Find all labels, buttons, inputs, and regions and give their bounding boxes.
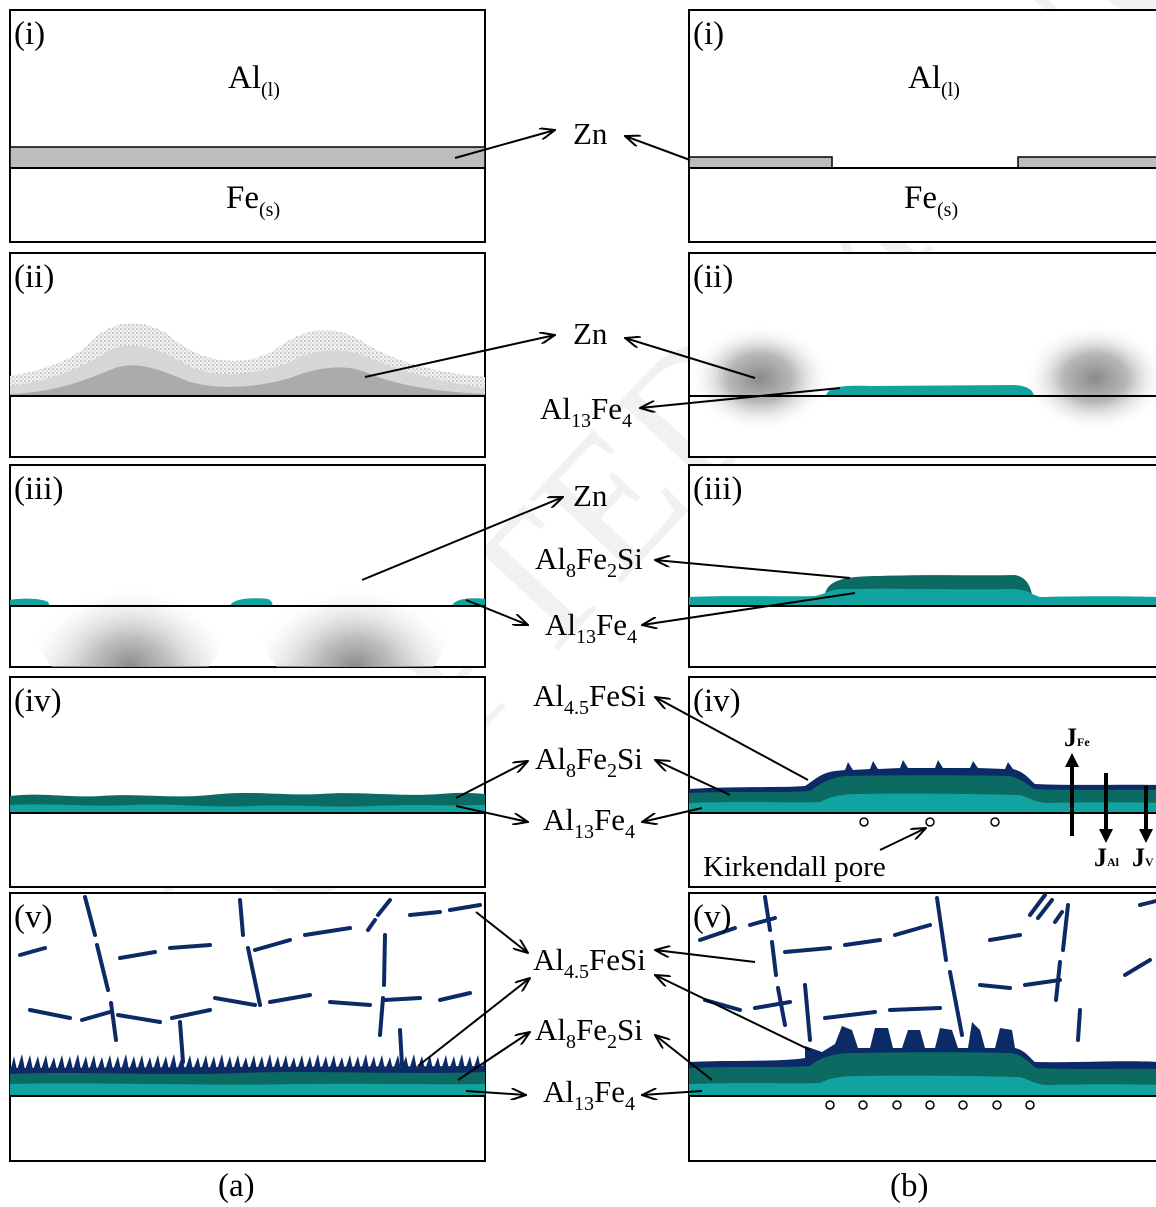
liquid-al-label: Al(l) bbox=[908, 60, 960, 101]
al13fe4-layer bbox=[689, 793, 1156, 813]
al8fe2si-label: Al8Fe2Si bbox=[535, 741, 643, 782]
kirkendall-pore bbox=[858, 1100, 868, 1110]
panel-b-v: (v) bbox=[688, 892, 1156, 1162]
panel-b-i: (i) Al(l) Fe(s) bbox=[688, 9, 1156, 243]
panel-b-iii: (iii) bbox=[688, 464, 1156, 668]
panel-b-ii: (ii) bbox=[688, 252, 1156, 458]
al13fe4-label: Al13Fe4 bbox=[545, 607, 637, 648]
liquid-al-label: Al(l) bbox=[228, 60, 280, 101]
al13fe4-layer bbox=[689, 588, 1156, 606]
zn-diffusion-cloud bbox=[30, 505, 230, 667]
al13fe4-layer bbox=[10, 804, 485, 813]
zn-dense-layer bbox=[10, 365, 485, 396]
zn-diffusion-blob bbox=[1023, 324, 1156, 432]
panel-b-iv: JFe JAl JV Kirkendall pore (iv) bbox=[688, 676, 1156, 888]
al8fe2si-label: Al8Fe2Si bbox=[535, 541, 643, 582]
column-b-caption: (b) bbox=[890, 1168, 928, 1204]
kirkendall-pore bbox=[892, 1100, 902, 1110]
panel-label: (iv) bbox=[14, 683, 62, 719]
panel-label: (ii) bbox=[693, 259, 733, 295]
kirkendall-pore bbox=[990, 817, 1000, 827]
zn-label: Zn bbox=[573, 116, 608, 151]
panel-label: (v) bbox=[693, 899, 731, 935]
kirkendall-pore bbox=[859, 817, 869, 827]
kirkendall-pore bbox=[925, 1100, 935, 1110]
panel-label: (ii) bbox=[14, 259, 54, 295]
zn-label: Zn bbox=[573, 478, 608, 513]
flux-v-label: JV bbox=[1132, 843, 1154, 872]
flux-al-label: JAl bbox=[1094, 843, 1120, 872]
al13fe4-label: Al13Fe4 bbox=[540, 391, 632, 432]
al13fe4-layer bbox=[10, 1083, 485, 1096]
panel-a-iv: (iv) bbox=[9, 676, 486, 888]
panel-label: (iv) bbox=[693, 683, 741, 719]
kirkendall-pore bbox=[1025, 1100, 1035, 1110]
al13fe4-nucleus bbox=[230, 598, 273, 606]
al13fe4-label: Al13Fe4 bbox=[543, 802, 635, 843]
al45fesi-label: Al4.5FeSi bbox=[533, 678, 646, 719]
al45fesi-label: Al4.5FeSi bbox=[533, 942, 646, 983]
al45fesi-needle-network bbox=[83, 895, 118, 1042]
column-a-caption: (a) bbox=[218, 1168, 255, 1204]
panel-label: (i) bbox=[693, 16, 724, 52]
panel-label: (v) bbox=[14, 899, 52, 935]
kirkendall-pore bbox=[925, 817, 935, 827]
zn-coating-patch bbox=[688, 156, 833, 169]
solid-fe-label: Fe(s) bbox=[904, 180, 958, 221]
kirkendall-pore bbox=[825, 1100, 835, 1110]
panel-a-iii: (iii) bbox=[9, 464, 486, 668]
al13fe4-layer bbox=[826, 385, 1034, 396]
zn-diffusion-cloud bbox=[255, 505, 455, 667]
al13fe4-nucleus bbox=[10, 598, 50, 606]
kirkendall-pore bbox=[992, 1100, 1002, 1110]
kirkendall-pore-label: Kirkendall pore bbox=[703, 851, 886, 883]
panel-label: (i) bbox=[14, 16, 45, 52]
panel-label: (iii) bbox=[14, 471, 63, 507]
al13fe4-label: Al13Fe4 bbox=[543, 1074, 635, 1115]
solid-fe-label: Fe(s) bbox=[226, 180, 280, 221]
zn-coating-patch bbox=[1017, 156, 1156, 169]
zn-coating-layer bbox=[9, 146, 486, 169]
leader-arrows bbox=[361, 130, 856, 1095]
flux-fe-label: JFe bbox=[1064, 723, 1090, 752]
center-labels: Zn Zn Al13Fe4 Zn Al8Fe2Si Al13Fe4 Al4.5F… bbox=[533, 116, 646, 1115]
panel-a-ii: (ii) bbox=[9, 252, 486, 458]
kirkendall-pore bbox=[958, 1100, 968, 1110]
panel-a-i: (i) Al(l) Fe(s) bbox=[9, 9, 486, 243]
zn-diffusion-blob bbox=[689, 324, 832, 432]
al8fe2si-label: Al8Fe2Si bbox=[535, 1012, 643, 1053]
al45fesi-needle-network bbox=[763, 895, 787, 1027]
panel-label: (iii) bbox=[693, 471, 742, 507]
zn-label: Zn bbox=[573, 316, 608, 351]
panel-a-v: (v) bbox=[9, 892, 486, 1162]
al13fe4-layer bbox=[689, 1075, 1156, 1096]
